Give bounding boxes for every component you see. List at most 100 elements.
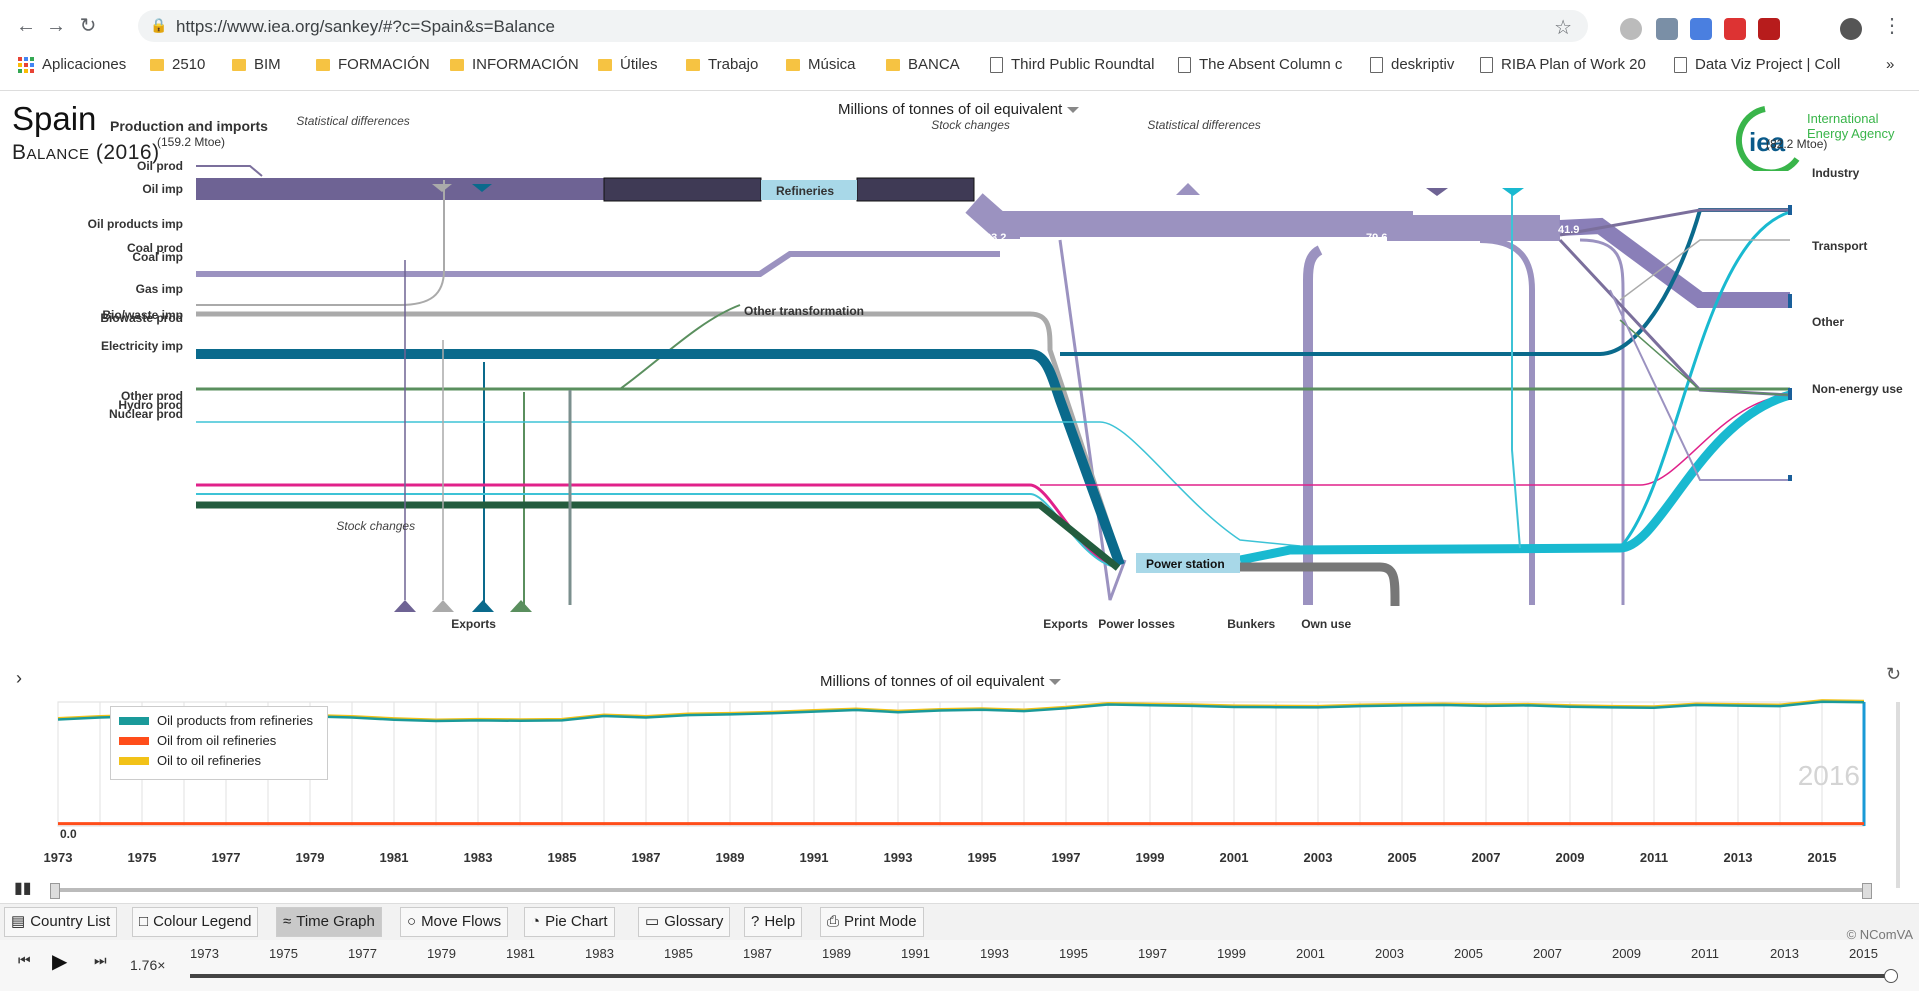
bookmark-star-icon[interactable]: ☆ [1554, 17, 1572, 39]
player-year[interactable]: 1973 [190, 946, 219, 961]
bookmark-7[interactable]: Música [786, 56, 856, 73]
range-handle-right[interactable] [1862, 883, 1872, 899]
download-extension-icon[interactable] [1656, 18, 1678, 40]
player-year[interactable]: 1993 [980, 946, 1009, 961]
time-graph-button[interactable]: ≈ Time Graph [276, 907, 382, 937]
player-year[interactable]: 1997 [1138, 946, 1167, 961]
player-year[interactable]: 2007 [1533, 946, 1562, 961]
player-year[interactable]: 2005 [1454, 946, 1483, 961]
glossary-button[interactable]: ▭ Glossary [638, 907, 731, 937]
italic-label: Statistical differences [296, 114, 410, 128]
player-year[interactable]: 1989 [822, 946, 851, 961]
player-year[interactable]: 2011 [1691, 946, 1719, 961]
bookmark-12[interactable]: RIBA Plan of Work 20 [1480, 56, 1646, 73]
vertical-scale-slider[interactable] [1896, 702, 1900, 888]
player-year[interactable]: 1975 [269, 946, 298, 961]
legend-entry[interactable]: Oil to oil refineries [119, 753, 261, 768]
bookmark-5[interactable]: Útiles [598, 56, 658, 73]
bookmark-2[interactable]: BIM [232, 56, 281, 73]
forward-arrow-icon[interactable]: → [46, 15, 66, 37]
reset-icon[interactable]: ↻ [1886, 664, 1902, 684]
flow-value-6: 83.2 [985, 232, 1007, 244]
help-button[interactable]: ? Help [744, 907, 803, 937]
player-year[interactable]: 1991 [901, 946, 930, 961]
skip-forward-icon[interactable]: ⏭ [94, 952, 107, 968]
bottom-label: Power losses [1098, 617, 1175, 631]
bookmark-1[interactable]: 2510 [150, 56, 205, 73]
logo-text-line2: Energy Agency [1807, 126, 1895, 141]
apps-grid-icon [18, 56, 34, 73]
url-text[interactable]: https://www.iea.org/sankey/#?c=Spain&s=B… [176, 17, 555, 36]
colour-legend-button[interactable]: □ Colour Legend [132, 907, 259, 937]
player-year[interactable]: 2009 [1612, 946, 1641, 961]
player-year[interactable]: 2003 [1375, 946, 1404, 961]
country-list-button[interactable]: ▤ Country List [4, 907, 118, 937]
bookmark-10[interactable]: The Absent Column c [1178, 56, 1342, 73]
player-year[interactable]: 1981 [506, 946, 535, 961]
address-bar[interactable]: 🔒 https://www.iea.org/sankey/#?c=Spain&s… [138, 10, 1588, 42]
source-label: Oil prod [137, 159, 183, 173]
extension-icon-4[interactable] [1724, 18, 1746, 40]
skip-back-icon[interactable]: ⏮ [18, 952, 31, 968]
player-year[interactable]: 1999 [1217, 946, 1246, 961]
bookmark-0[interactable]: Aplicaciones [18, 56, 126, 73]
player-track[interactable] [190, 974, 1888, 978]
range-handle-left[interactable] [50, 883, 60, 899]
move-flows-button[interactable]: ○ Move Flows [400, 907, 509, 937]
profile-avatar-icon[interactable] [1840, 18, 1862, 40]
speed-label[interactable]: 1.76× [130, 957, 166, 973]
player-year[interactable]: 1977 [348, 946, 377, 961]
print-mode-button[interactable]: ⎙ Print Mode [820, 907, 924, 937]
player-year[interactable]: 2013 [1770, 946, 1799, 961]
player-handle[interactable] [1884, 969, 1898, 983]
bookmark-13[interactable]: Data Viz Project | Coll [1674, 56, 1840, 73]
bookmark-9[interactable]: Third Public Roundtal [990, 56, 1154, 73]
bookmark-4[interactable]: INFORMACIÓN [450, 56, 579, 73]
time-graph-legend: Oil products from refineries Oil from oil… [110, 706, 328, 780]
play-icon[interactable]: ▶ [52, 951, 68, 973]
player-year[interactable]: 2001 [1296, 946, 1325, 961]
left-total: (159.2 Mtoe) [157, 135, 226, 149]
flow-coal [196, 311, 1123, 561]
bookmark-3[interactable]: FORMACIÓN [316, 56, 430, 73]
bookmarks-overflow[interactable]: » [1886, 56, 1895, 73]
pie-chart-button[interactable]: ◔ Pie Chart [524, 907, 615, 937]
iea-logo-mark: iea International Energy Agency [1735, 106, 1895, 176]
bookmark-11[interactable]: deskriptiv [1370, 56, 1454, 73]
units-selector-graph[interactable]: Millions of tonnes of oil equivalent [820, 673, 1062, 690]
toolbar-button-label: Print Mode [844, 913, 917, 930]
source-label: Oil imp [142, 182, 183, 196]
reload-icon[interactable]: ↻ [79, 15, 97, 37]
source-label: Bio/waste imp [102, 308, 183, 322]
legend-entry[interactable]: Oil from oil refineries [119, 733, 276, 748]
x-tick-label: 1987 [632, 850, 661, 865]
player-year[interactable]: 1987 [743, 946, 772, 961]
player-year[interactable]: 1995 [1059, 946, 1088, 961]
player-year[interactable]: 1985 [664, 946, 693, 961]
page-icon [1480, 56, 1493, 73]
back-arrow-icon[interactable]: ← [16, 15, 36, 37]
bookmark-label: Aplicaciones [42, 56, 127, 73]
player-year[interactable]: 1979 [427, 946, 456, 961]
bookmark-6[interactable]: Trabajo [686, 56, 758, 73]
flow-to-transport [1559, 217, 1790, 308]
extension-icon-5[interactable] [1758, 18, 1780, 40]
node-power-station[interactable] [1136, 553, 1240, 573]
player-year[interactable]: 1983 [585, 946, 614, 961]
legend-entry[interactable]: Oil products from refineries [119, 713, 313, 728]
right-total: (82.2 Mtoe) [1766, 137, 1828, 151]
units-selector[interactable]: Millions of tonnes of oil equivalent [838, 101, 1080, 118]
player-year[interactable]: 2015 [1849, 946, 1878, 961]
node-refineries[interactable] [761, 180, 857, 200]
bar-chart-icon[interactable]: ▮▮ [14, 880, 32, 897]
extension-icon-1[interactable] [1620, 18, 1642, 40]
bookmark-8[interactable]: BANCA [886, 56, 960, 73]
menu-kebab-icon[interactable]: ⋮ [1882, 15, 1902, 37]
time-range-slider[interactable] [52, 888, 1870, 892]
lock-icon: 🔒 [150, 17, 168, 33]
folder-icon [316, 58, 330, 71]
flow-value-4: 66.9 [718, 223, 740, 235]
expand-chevron-icon[interactable]: › [16, 668, 22, 688]
translate-extension-icon[interactable] [1690, 18, 1712, 40]
credit-text: © NComVA [1846, 927, 1913, 942]
